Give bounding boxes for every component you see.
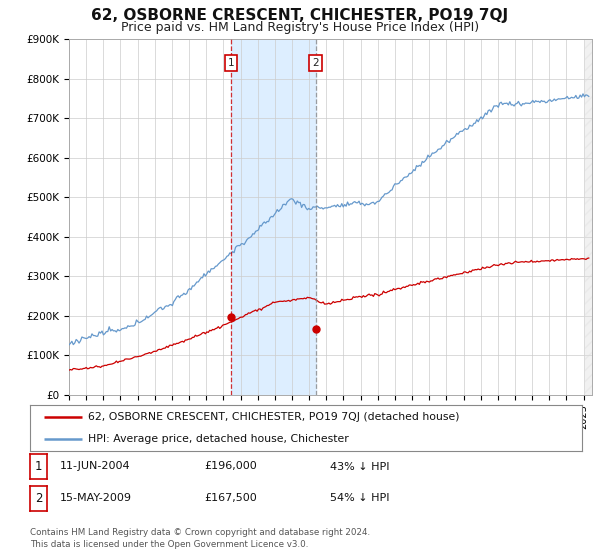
Text: 15-MAY-2009: 15-MAY-2009 [60,493,132,503]
Text: HPI: Average price, detached house, Chichester: HPI: Average price, detached house, Chic… [88,434,349,444]
Text: 54% ↓ HPI: 54% ↓ HPI [330,493,389,503]
Text: 43% ↓ HPI: 43% ↓ HPI [330,461,389,472]
Text: 1: 1 [35,460,42,473]
Text: 1: 1 [227,58,234,68]
Text: 2: 2 [35,492,42,505]
Text: Contains HM Land Registry data © Crown copyright and database right 2024.
This d: Contains HM Land Registry data © Crown c… [30,528,370,549]
Text: Price paid vs. HM Land Registry's House Price Index (HPI): Price paid vs. HM Land Registry's House … [121,21,479,34]
Text: 62, OSBORNE CRESCENT, CHICHESTER, PO19 7QJ: 62, OSBORNE CRESCENT, CHICHESTER, PO19 7… [91,8,509,24]
Bar [231,39,316,395]
Text: 2: 2 [312,58,319,68]
Text: £167,500: £167,500 [204,493,257,503]
Text: 62, OSBORNE CRESCENT, CHICHESTER, PO19 7QJ (detached house): 62, OSBORNE CRESCENT, CHICHESTER, PO19 7… [88,412,460,422]
Text: 11-JUN-2004: 11-JUN-2004 [60,461,131,472]
Text: £196,000: £196,000 [204,461,257,472]
